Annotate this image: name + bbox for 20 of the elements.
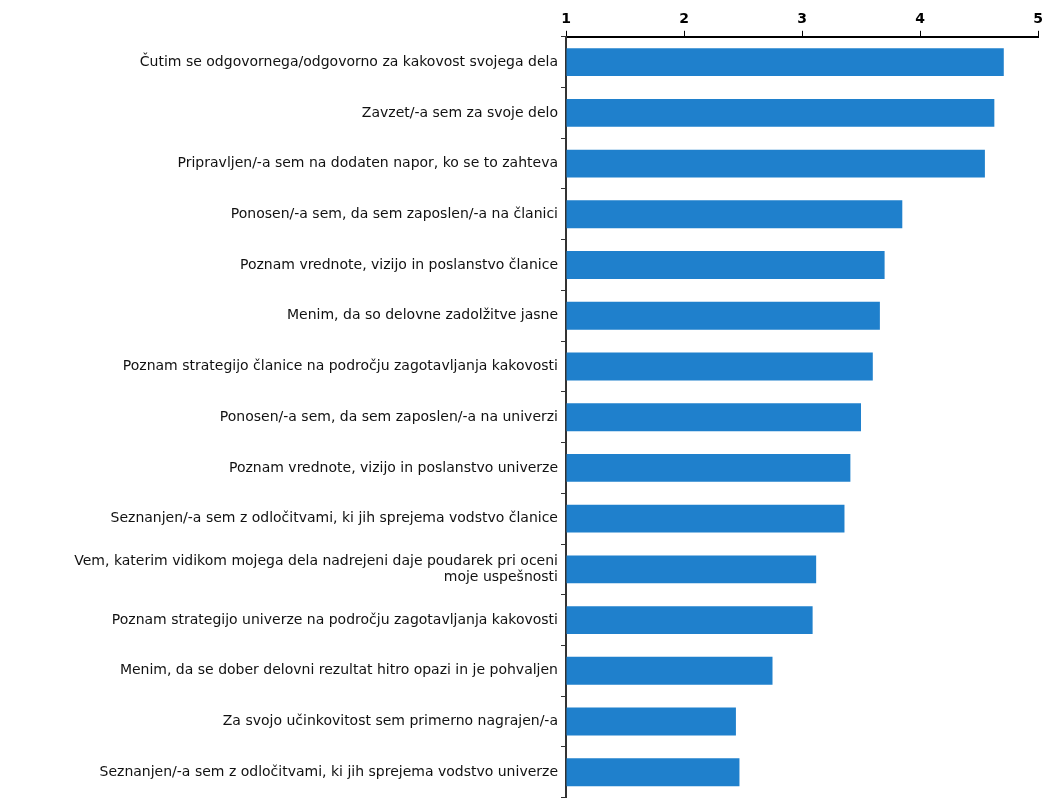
y-tick-label: Menim, da se dober delovni rezultat hitro opazi in je pohvaljen — [119, 661, 558, 678]
x-tick-label: 2 — [679, 10, 689, 27]
y-tick-label: Menim, da so delovne zadolžitve jasne — [287, 306, 558, 323]
x-tick-label: 3 — [797, 10, 807, 27]
y-tick-label: Poznam vrednote, vizijo in poslanstvo univerze — [228, 458, 558, 475]
y-tick-label: Za svojo učinkovitost sem primerno nagrajen/-a — [222, 712, 558, 729]
y-tick-label: Poznam strategijo univerze na področju zagotavljanja kakovosti — [111, 610, 558, 627]
y-tick-label: Ponosen/-a sem, da sem zaposlen/-a na univerzi — [219, 407, 558, 424]
y-tick-label: Zavzet/-a sem za svoje delo — [361, 103, 558, 120]
y-tick-label: Poznam vrednote, vizijo in poslanstvo članice — [239, 255, 558, 272]
y-tick-label: Ponosen/-a sem, da sem zaposlen/-a na članici — [230, 204, 558, 221]
y-tick-label: Seznanjen/-a sem z odločitvami, ki jih sprejema vodstvo univerze — [99, 762, 558, 779]
y-tick-label: Čutim se odgovornega/odgovorno za kakovost svojega dela — [139, 51, 558, 69]
x-tick-label: 5 — [1033, 10, 1043, 27]
x-tick-label: 1 — [561, 10, 571, 27]
y-tick-label: Seznanjen/-a sem z odločitvami, ki jih sprejema vodstvo članice — [110, 509, 558, 526]
x-tick-label: 4 — [915, 10, 926, 27]
y-tick-label: Poznam strategijo članice na področju zagotavljanja kakovosti — [122, 357, 558, 374]
y-tick-label: Vem, katerim vidikom mojega dela nadrejeni daje poudarek pri oceni moje uspešnosti — [74, 551, 558, 585]
y-tick-label: Pripravljen/-a sem na dodaten napor, ko se to zahteva — [177, 154, 558, 171]
